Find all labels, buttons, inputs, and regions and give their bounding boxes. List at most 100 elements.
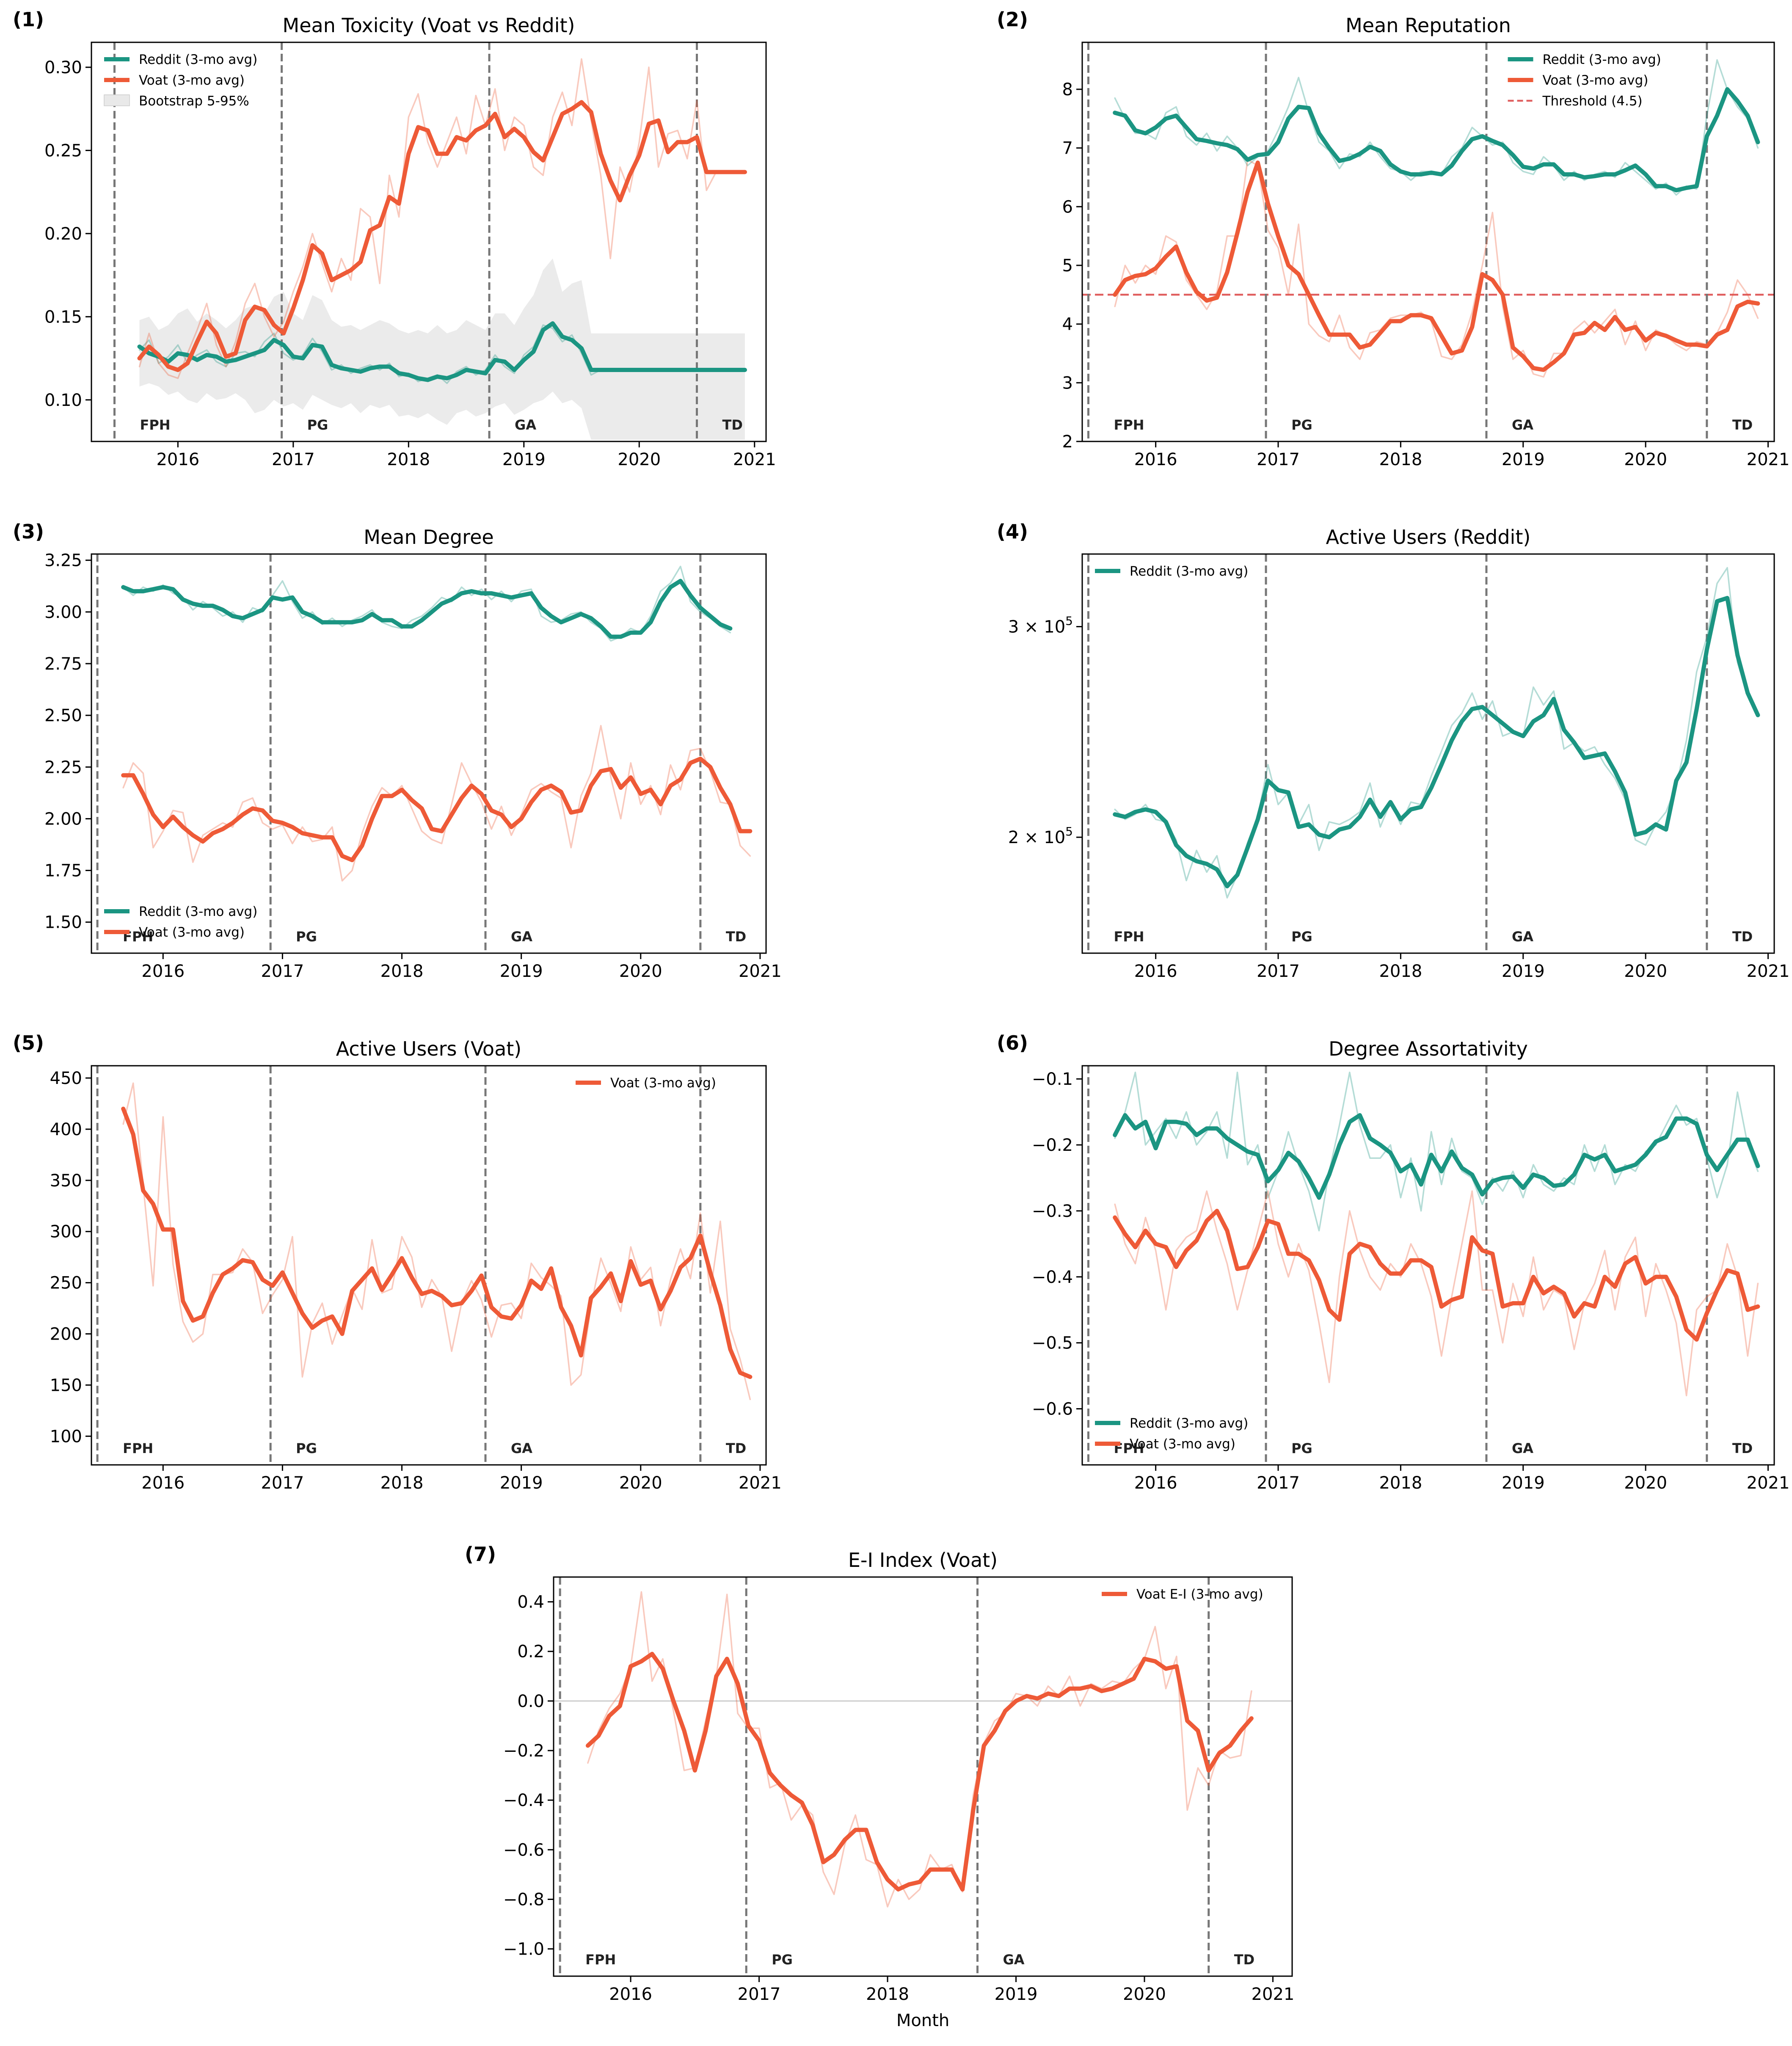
legend: Reddit (3-mo avg) Voat (3-mo avg) [1095, 1416, 1248, 1452]
panel-label: (6) [997, 1031, 1028, 1054]
event-label-pg: PG [296, 1440, 317, 1456]
panel-label: (2) [997, 8, 1028, 31]
x-tick-label: 2019 [502, 450, 546, 469]
y-tick-label: 2 × 105 [1008, 824, 1073, 847]
series-line-voat [121, 1106, 753, 1379]
y-tick-label: −0.3 [1032, 1202, 1073, 1221]
y-tick-label: 8 [1062, 80, 1073, 99]
y-tick-coef: 2 [1008, 828, 1019, 847]
x-tick-label: 2020 [1624, 450, 1667, 469]
x-tick-label: 2021 [1747, 962, 1790, 981]
x-tick-label: 2018 [1379, 962, 1422, 981]
series-line-voat [137, 100, 747, 372]
x-tick-label: 2019 [500, 962, 543, 981]
legend-label: Voat (3-mo avg) [139, 925, 245, 940]
y-tick-label: 3.25 [44, 551, 82, 571]
event-label-td: TD [722, 417, 743, 433]
legend-label: Voat (3-mo avg) [1130, 1437, 1235, 1452]
x-tick-label: 2017 [1257, 1473, 1300, 1493]
y-tick-label: −0.1 [1032, 1070, 1073, 1089]
series-line-faint-reddit [1114, 567, 1759, 899]
chart-panel-7: FPH PG GA TD 2016 2017 2018 2019 2020 2021 −1.0 −0.… [465, 1543, 1294, 2030]
series-line-reddit [1113, 596, 1760, 888]
plot-area [96, 554, 753, 953]
chart-title: Degree Assortativity [1329, 1037, 1528, 1060]
event-label-fph: FPH [1114, 417, 1144, 433]
legend-label: Reddit (3-mo avg) [1130, 564, 1248, 579]
panel-label: (1) [13, 8, 44, 31]
legend: Voat (3-mo avg) [576, 1075, 716, 1091]
event-label-ga: GA [1003, 1952, 1024, 1968]
event-label-pg: PG [1291, 1440, 1312, 1456]
series-line-reddit [121, 579, 733, 639]
y-tick-label: 100 [50, 1427, 82, 1446]
chart-panel-1: FPH PG GA TD 2016 2017 2018 2019 2020 2021 0.10 0.1… [13, 8, 776, 469]
plot-area [554, 1577, 1292, 1976]
series-line-voat [1113, 160, 1760, 372]
y-tick-coef: 3 [1008, 618, 1019, 637]
y-tick-label: 0.0 [517, 1692, 544, 1711]
event-label-td: TD [1732, 1440, 1753, 1456]
legend-label: Threshold (4.5) [1542, 94, 1643, 109]
plot-area [1082, 42, 1774, 441]
y-tick-label: 0.15 [44, 307, 82, 327]
axes-frame [1081, 553, 1775, 954]
event-label-pg: PG [1291, 417, 1312, 433]
x-tick-label: 2016 [141, 962, 185, 981]
y-tick-label: −0.2 [1032, 1136, 1073, 1155]
y-tick-label: 0.2 [517, 1642, 544, 1662]
axes-frame [91, 553, 767, 954]
x-tick-label: 2018 [1379, 1473, 1422, 1493]
event-label-pg: PG [307, 417, 328, 433]
series-line-reddit [137, 321, 747, 382]
axes-frame [1081, 41, 1775, 442]
y-tick-times: × [1019, 618, 1044, 637]
series-line-faint-voat [122, 1082, 751, 1401]
y-tick-label: 4 [1062, 315, 1073, 334]
y-tick-label: 2.75 [44, 654, 82, 674]
y-tick-label: 6 [1062, 197, 1073, 217]
x-tick-label: 2017 [272, 450, 315, 469]
y-tick-label: 5 [1062, 256, 1073, 276]
x-tick-label: 2017 [738, 1985, 781, 2004]
x-tick-label: 2017 [261, 962, 304, 981]
legend-label: Voat (3-mo avg) [1543, 73, 1649, 88]
bootstrap-band [139, 258, 745, 440]
axes-frame [91, 41, 767, 442]
y-tick-label: 350 [50, 1171, 82, 1191]
x-tick-label: 2018 [866, 1985, 909, 2004]
chart-title: Active Users (Voat) [336, 1037, 522, 1060]
y-tick-label: 2.50 [44, 706, 82, 725]
legend: Reddit (3-mo avg) Voat (3-mo avg) Threshol… [1508, 52, 1661, 109]
x-tick-label: 2021 [739, 962, 782, 981]
series-line-voat [121, 756, 753, 863]
legend-label: Voat (3-mo avg) [610, 1075, 716, 1091]
event-label-fph: FPH [585, 1952, 616, 1968]
y-tick-base: 10 [1044, 618, 1065, 637]
panel-label: (5) [13, 1031, 44, 1054]
series-line-faint-voat [1114, 159, 1759, 378]
y-tick-label: 0.10 [44, 391, 82, 410]
y-tick-base: 10 [1044, 828, 1065, 847]
panel-label: (3) [13, 520, 44, 543]
x-tick-label: 2018 [380, 1473, 424, 1493]
chart-title: Mean Degree [364, 526, 493, 549]
x-tick-label: 2017 [1257, 450, 1300, 469]
y-tick-label: 7 [1062, 139, 1073, 158]
series-line-voat [585, 1652, 1254, 1892]
y-tick-label: −0.4 [1032, 1268, 1073, 1287]
x-tick-label: 2021 [1747, 450, 1790, 469]
event-label-ga: GA [511, 929, 532, 945]
event-label-td: TD [726, 1440, 746, 1456]
chart-title: Mean Toxicity (Voat vs Reddit) [283, 14, 575, 37]
legend-swatch-band [104, 94, 130, 106]
y-tick-label: 400 [50, 1120, 82, 1139]
x-tick-label: 2020 [619, 1473, 662, 1493]
event-label-ga: GA [515, 417, 536, 433]
x-tick-label: 2019 [1502, 962, 1545, 981]
legend-label: Voat E-I (3-mo avg) [1136, 1587, 1263, 1602]
legend: Reddit (3-mo avg) [1095, 564, 1248, 579]
legend-label: Reddit (3-mo avg) [139, 904, 257, 919]
